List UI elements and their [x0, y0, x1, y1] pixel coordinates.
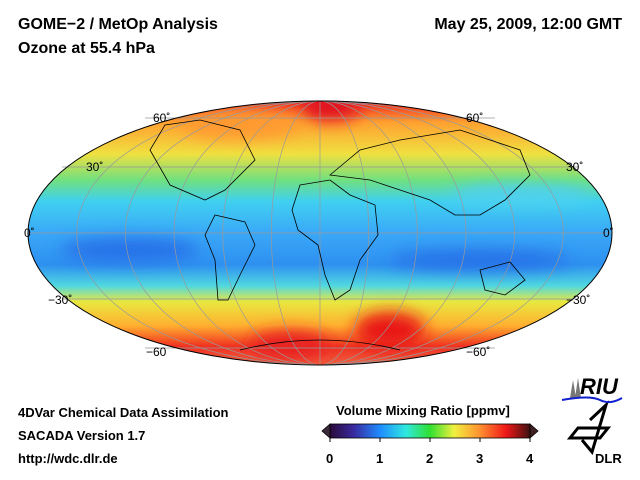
lat-label-right-m60: −60˚ [466, 345, 491, 359]
map-border [27, 100, 613, 366]
figure-title: GOME−2 / MetOp Analysis [18, 16, 218, 33]
dlr-logo [566, 400, 612, 456]
colorbar-tick-2: 2 [426, 451, 434, 466]
lat-label-left-m30: −30˚ [48, 293, 73, 307]
lat-label-left-60: 60˚ [153, 111, 171, 125]
colorbar [321, 423, 539, 442]
lat-label-right-30: 30˚ [566, 160, 584, 174]
lat-label-right-m30: −30˚ [566, 293, 591, 307]
lat-label-left-30: 30˚ [86, 160, 104, 174]
colorbar-max-arrow [529, 423, 539, 439]
colorbar-tick-0: 0 [326, 451, 334, 466]
dlr-logo-text: DLR [595, 451, 622, 466]
colorbar-title: Volume Mixing Ratio [ppmv] [336, 403, 510, 418]
colorbar-tick-3: 3 [476, 451, 484, 466]
coastlines [149, 119, 531, 351]
colorbar-tick-4: 4 [526, 451, 534, 466]
riu-logo-text: RIU [580, 374, 618, 399]
footer-assimilation: 4DVar Chemical Data Assimilation [18, 405, 229, 420]
colorbar-tick-1: 1 [376, 451, 384, 466]
figure-datetime: May 25, 2009, 12:00 GMT [434, 16, 622, 33]
lat-label-left-0: 0˚ [24, 226, 35, 240]
lat-label-right-0: 0˚ [603, 226, 614, 240]
riu-logo [561, 378, 623, 404]
figure-subtitle: Ozone at 55.4 hPa [18, 40, 155, 57]
lat-label-right-60: 60˚ [466, 111, 484, 125]
footer-url[interactable]: http://wdc.dlr.de [18, 451, 118, 466]
lat-label-left-m60: −60 [146, 345, 167, 359]
colorbar-min-arrow [321, 423, 331, 439]
footer-version: SACADA Version 1.7 [18, 428, 146, 443]
